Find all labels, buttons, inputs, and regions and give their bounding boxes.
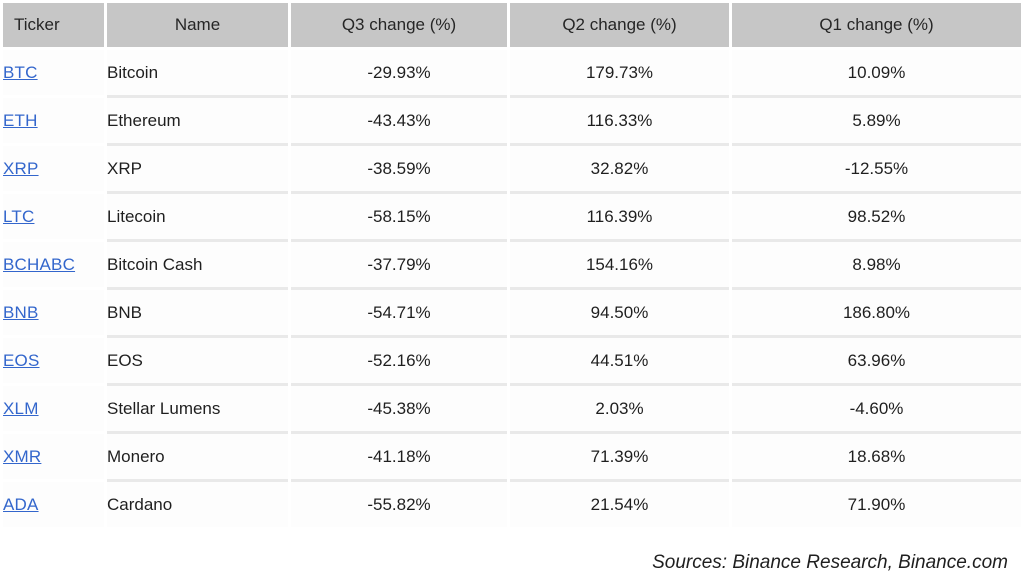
name-cell: Bitcoin	[107, 50, 288, 95]
q2-change-cell: 2.03%	[510, 386, 729, 431]
q3-change-cell: -37.79%	[291, 242, 507, 287]
ticker-link-bnb[interactable]: BNB	[3, 302, 39, 322]
ticker-cell: ADA	[3, 482, 104, 527]
q3-change-cell: -58.15%	[291, 194, 507, 239]
q1-change-cell: 98.52%	[732, 194, 1021, 239]
name-cell: Litecoin	[107, 194, 288, 239]
ticker-cell: BCHABC	[3, 242, 104, 287]
ticker-link-eos[interactable]: EOS	[3, 350, 40, 370]
name-cell: Bitcoin Cash	[107, 242, 288, 287]
ticker-cell: LTC	[3, 194, 104, 239]
name-cell: Cardano	[107, 482, 288, 527]
q1-change-cell: 186.80%	[732, 290, 1021, 335]
sources-note: Sources: Binance Research, Binance.com	[652, 552, 1008, 573]
column-header-name: Name	[107, 3, 288, 47]
q2-change-cell: 116.39%	[510, 194, 729, 239]
q1-change-cell: 18.68%	[732, 434, 1021, 479]
ticker-link-btc[interactable]: BTC	[3, 62, 38, 82]
name-cell: Ethereum	[107, 98, 288, 143]
q3-change-cell: -54.71%	[291, 290, 507, 335]
column-header-q1-change: Q1 change (%)	[732, 3, 1021, 47]
ticker-link-xrp[interactable]: XRP	[3, 158, 39, 178]
q3-change-cell: -55.82%	[291, 482, 507, 527]
table-row: BTC Bitcoin -29.93% 179.73% 10.09%	[3, 50, 1021, 95]
q1-change-cell: -4.60%	[732, 386, 1021, 431]
q3-change-cell: -41.18%	[291, 434, 507, 479]
q1-change-cell: 10.09%	[732, 50, 1021, 95]
q2-change-cell: 71.39%	[510, 434, 729, 479]
q2-change-cell: 154.16%	[510, 242, 729, 287]
column-header-q2-change: Q2 change (%)	[510, 3, 729, 47]
ticker-link-ada[interactable]: ADA	[3, 494, 39, 514]
name-cell: Monero	[107, 434, 288, 479]
ticker-cell: BNB	[3, 290, 104, 335]
ticker-cell: EOS	[3, 338, 104, 383]
q1-change-cell: 63.96%	[732, 338, 1021, 383]
ticker-cell: XLM	[3, 386, 104, 431]
q2-change-cell: 116.33%	[510, 98, 729, 143]
ticker-cell: XMR	[3, 434, 104, 479]
name-cell: EOS	[107, 338, 288, 383]
ticker-cell: BTC	[3, 50, 104, 95]
name-cell: BNB	[107, 290, 288, 335]
q3-change-cell: -52.16%	[291, 338, 507, 383]
column-header-ticker: Ticker	[3, 3, 104, 47]
q3-change-cell: -43.43%	[291, 98, 507, 143]
table-row: ETH Ethereum -43.43% 116.33% 5.89%	[3, 98, 1021, 143]
table-row: EOS EOS -52.16% 44.51% 63.96%	[3, 338, 1021, 383]
q3-change-cell: -29.93%	[291, 50, 507, 95]
table-header-row: Ticker Name Q3 change (%) Q2 change (%) …	[3, 3, 1021, 47]
q2-change-cell: 179.73%	[510, 50, 729, 95]
q3-change-cell: -38.59%	[291, 146, 507, 191]
q2-change-cell: 94.50%	[510, 290, 729, 335]
q1-change-cell: -12.55%	[732, 146, 1021, 191]
q1-change-cell: 71.90%	[732, 482, 1021, 527]
table-row: LTC Litecoin -58.15% 116.39% 98.52%	[3, 194, 1021, 239]
ticker-link-xlm[interactable]: XLM	[3, 398, 39, 418]
table-row: BNB BNB -54.71% 94.50% 186.80%	[3, 290, 1021, 335]
ticker-link-xmr[interactable]: XMR	[3, 446, 42, 466]
q2-change-cell: 32.82%	[510, 146, 729, 191]
q3-change-cell: -45.38%	[291, 386, 507, 431]
table-row: XMR Monero -41.18% 71.39% 18.68%	[3, 434, 1021, 479]
table-row: XLM Stellar Lumens -45.38% 2.03% -4.60%	[3, 386, 1021, 431]
ticker-cell: ETH	[3, 98, 104, 143]
q2-change-cell: 44.51%	[510, 338, 729, 383]
q1-change-cell: 5.89%	[732, 98, 1021, 143]
table-row: BCHABC Bitcoin Cash -37.79% 154.16% 8.98…	[3, 242, 1021, 287]
ticker-link-eth[interactable]: ETH	[3, 110, 38, 130]
ticker-cell: XRP	[3, 146, 104, 191]
ticker-link-ltc[interactable]: LTC	[3, 206, 35, 226]
name-cell: XRP	[107, 146, 288, 191]
table-row: ADA Cardano -55.82% 21.54% 71.90%	[3, 482, 1021, 527]
crypto-quarterly-table: Ticker Name Q3 change (%) Q2 change (%) …	[3, 3, 1021, 527]
column-header-q3-change: Q3 change (%)	[291, 3, 507, 47]
name-cell: Stellar Lumens	[107, 386, 288, 431]
ticker-link-bchabc[interactable]: BCHABC	[3, 254, 76, 274]
q1-change-cell: 8.98%	[732, 242, 1021, 287]
q2-change-cell: 21.54%	[510, 482, 729, 527]
table-row: XRP XRP -38.59% 32.82% -12.55%	[3, 146, 1021, 191]
